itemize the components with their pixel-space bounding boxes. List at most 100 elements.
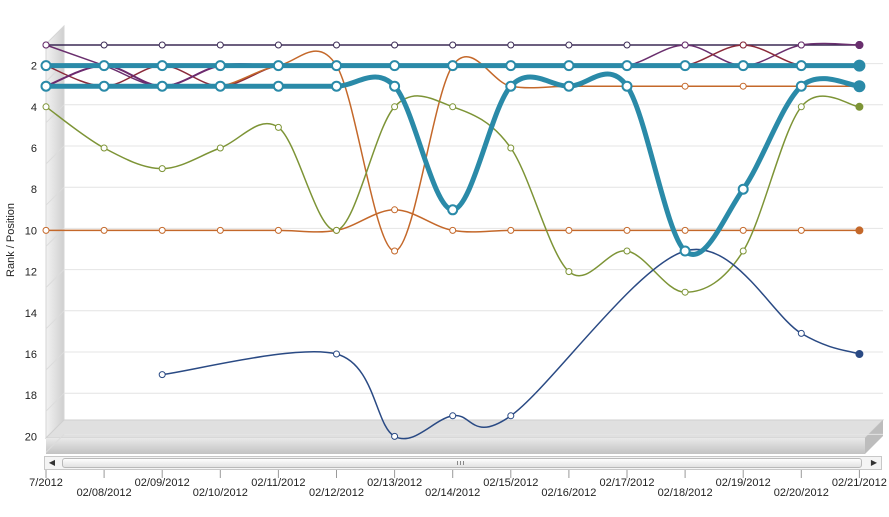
data-point — [216, 41, 224, 49]
data-point — [681, 82, 689, 90]
data-point — [739, 247, 747, 255]
data-point — [389, 60, 401, 72]
x-tick-label: 02/19/2012 — [716, 477, 771, 489]
data-point — [333, 226, 340, 234]
data-point — [333, 41, 340, 49]
data-point — [797, 103, 805, 111]
data-point — [507, 41, 515, 49]
data-point — [331, 60, 342, 72]
series-9 — [40, 59, 866, 72]
data-point — [565, 226, 573, 234]
x-tick-label: 02/11/2012 — [251, 477, 305, 489]
data-point — [853, 80, 866, 93]
data-point — [447, 60, 459, 72]
data-point — [679, 60, 691, 72]
y-tick-label: 2 — [31, 61, 37, 73]
series-line — [45, 50, 861, 252]
data-point — [797, 329, 805, 337]
y-tick-label: 16 — [25, 349, 37, 361]
y-tick-label: 12 — [25, 267, 37, 279]
wall-gridline — [45, 351, 65, 371]
data-point — [855, 226, 864, 235]
data-point — [795, 60, 807, 72]
data-point — [447, 204, 459, 216]
wall-gridline — [45, 269, 65, 288]
data-point — [391, 247, 399, 255]
data-point — [214, 60, 226, 72]
grip-line — [457, 461, 458, 465]
data-point — [214, 80, 226, 92]
data-point — [156, 60, 168, 72]
y-tick-label: 6 — [31, 143, 37, 155]
data-point — [507, 226, 515, 234]
scroll-thumb[interactable] — [62, 458, 862, 468]
data-point — [621, 60, 633, 72]
data-point — [679, 245, 691, 257]
series-line — [45, 95, 861, 293]
y-tick-label: 20 — [25, 431, 37, 443]
data-point — [98, 80, 110, 92]
data-point — [158, 371, 166, 379]
x-tick-label: 02/14/2012 — [425, 487, 480, 499]
y-axis-title: Rank / Position — [5, 203, 17, 277]
data-point — [156, 80, 168, 92]
data-point — [272, 60, 284, 72]
chart-scrollbar[interactable]: ◀ ▶ — [44, 456, 882, 470]
data-point — [391, 103, 399, 111]
x-tick-label: 02/09/2012 — [135, 477, 190, 489]
data-point — [100, 41, 108, 49]
data-point — [737, 60, 749, 72]
scroll-left-arrow-icon[interactable]: ◀ — [48, 458, 56, 467]
data-point — [797, 226, 805, 234]
data-point — [333, 350, 340, 358]
x-tick-label: 02/16/2012 — [541, 487, 596, 499]
data-point — [505, 80, 517, 92]
x-tick-label: 7/2012 — [29, 477, 63, 489]
data-point — [391, 206, 399, 214]
floor-side — [865, 420, 883, 454]
data-point — [737, 183, 749, 195]
wall-gridline — [45, 186, 65, 206]
data-point — [42, 103, 50, 111]
data-point — [563, 80, 575, 92]
data-point — [621, 80, 633, 92]
x-tick-label: 02/17/2012 — [599, 477, 654, 489]
data-point — [855, 41, 864, 49]
data-point — [507, 412, 515, 420]
data-point — [449, 226, 457, 234]
data-point — [40, 60, 52, 72]
data-point — [42, 41, 50, 49]
data-point — [100, 144, 108, 152]
data-point — [42, 226, 50, 234]
data-point — [855, 350, 864, 358]
data-point — [158, 226, 166, 234]
data-point — [449, 412, 457, 420]
scroll-right-arrow-icon[interactable]: ▶ — [870, 458, 878, 467]
data-point — [216, 144, 224, 152]
data-point — [623, 41, 631, 49]
data-point — [507, 144, 515, 152]
data-point — [681, 226, 689, 234]
data-point — [331, 80, 342, 92]
y-tick-label: 4 — [31, 102, 37, 114]
data-point — [274, 226, 282, 234]
data-point — [853, 59, 866, 72]
series-8 — [158, 247, 864, 440]
series-7 — [42, 95, 864, 296]
series-5 — [42, 50, 864, 255]
x-tick-label: 02/12/2012 — [309, 487, 364, 499]
y-tick-label: 18 — [25, 390, 37, 402]
data-point — [449, 41, 457, 49]
y-tick-label: 10 — [25, 225, 37, 237]
data-point — [98, 60, 110, 72]
data-point — [565, 268, 573, 276]
data-point — [389, 80, 401, 92]
data-point — [40, 80, 52, 92]
data-point — [681, 288, 689, 296]
floor-front — [46, 438, 865, 454]
data-point — [623, 247, 631, 255]
x-tick-label: 02/18/2012 — [658, 487, 713, 499]
x-tick-label: 02/13/2012 — [367, 477, 422, 489]
data-point — [505, 60, 517, 72]
